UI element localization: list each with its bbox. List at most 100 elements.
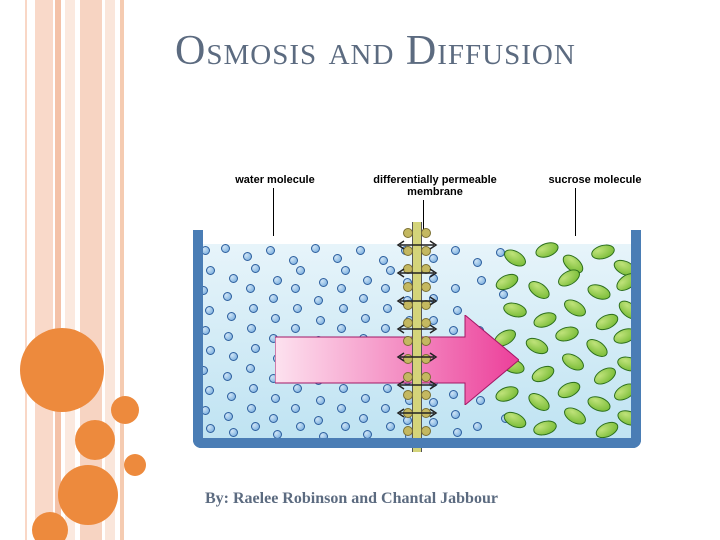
water-molecule	[205, 386, 214, 395]
water-molecule	[251, 344, 260, 353]
mini-arrow-icon	[394, 352, 440, 362]
water-molecule	[383, 304, 392, 313]
slide-title: Osmosis and Diffusion	[175, 28, 595, 75]
water-molecule	[337, 284, 346, 293]
mini-arrow-icon	[394, 408, 440, 418]
water-molecule	[227, 312, 236, 321]
mini-arrow-icon	[394, 240, 440, 250]
water-molecule	[269, 414, 278, 423]
water-molecule	[229, 352, 238, 361]
water-molecule	[229, 428, 238, 437]
water-molecule	[227, 392, 236, 401]
membrane-bead	[421, 228, 431, 238]
water-molecule	[249, 384, 258, 393]
mini-arrow-icon	[394, 268, 440, 278]
water-molecule	[363, 276, 372, 285]
water-molecule	[319, 278, 328, 287]
water-molecule	[339, 304, 348, 313]
membrane-bead	[403, 390, 413, 400]
water-molecule	[223, 372, 232, 381]
water-molecule	[381, 284, 390, 293]
water-molecule	[221, 244, 230, 253]
water-molecule	[251, 264, 260, 273]
stripe	[35, 0, 53, 540]
water-molecule	[477, 276, 486, 285]
water-molecule	[246, 364, 255, 373]
membrane-bead	[421, 282, 431, 292]
water-molecule	[341, 266, 350, 275]
water-molecule	[223, 292, 232, 301]
slide: Osmosis and Diffusion water molecule dif…	[0, 0, 720, 540]
water-molecule	[229, 274, 238, 283]
water-molecule	[311, 244, 320, 253]
water-molecule	[293, 304, 302, 313]
water-molecule	[269, 294, 278, 303]
label-membrane: differentially permeable membrane	[350, 174, 520, 198]
stripe	[105, 0, 115, 540]
water-molecule	[386, 422, 395, 431]
pointer-water	[273, 188, 274, 236]
water-molecule	[243, 252, 252, 261]
deco-circle	[75, 420, 115, 460]
water-molecule	[429, 254, 438, 263]
deco-circle	[111, 396, 139, 424]
membrane-bead	[403, 426, 413, 436]
membrane-bead	[421, 390, 431, 400]
water-molecule	[247, 404, 256, 413]
water-molecule	[273, 276, 282, 285]
deco-circle	[32, 512, 68, 540]
water-molecule	[451, 410, 460, 419]
mini-arrow-icon	[394, 380, 440, 390]
water-molecule	[249, 304, 258, 313]
water-molecule	[224, 332, 233, 341]
deco-circle	[124, 454, 146, 476]
water-molecule	[451, 284, 460, 293]
water-molecule	[314, 416, 323, 425]
water-molecule	[499, 290, 508, 299]
water-molecule	[224, 412, 233, 421]
water-molecule	[206, 346, 215, 355]
pointer-sucrose	[575, 188, 576, 236]
water-molecule	[206, 266, 215, 275]
membrane-bead	[403, 282, 413, 292]
water-molecule	[333, 254, 342, 263]
water-molecule	[473, 258, 482, 267]
membrane-bead	[421, 336, 431, 346]
stripe	[120, 0, 124, 540]
mini-arrow-icon	[394, 324, 440, 334]
water-molecule	[341, 422, 350, 431]
deco-circle	[20, 328, 104, 412]
water-molecule	[266, 246, 275, 255]
stripe	[55, 0, 61, 540]
water-molecule	[296, 422, 305, 431]
beaker-wall-right	[631, 230, 641, 448]
water-molecule	[205, 306, 214, 315]
water-molecule	[314, 296, 323, 305]
water-molecule	[359, 414, 368, 423]
membrane-bead	[421, 426, 431, 436]
label-water-molecule: water molecule	[220, 174, 330, 186]
deco-circle	[58, 465, 118, 525]
water-molecule	[429, 418, 438, 427]
water-molecule	[289, 256, 298, 265]
beaker-wall-bottom	[193, 438, 641, 448]
stripe	[65, 0, 75, 540]
water-molecule	[246, 284, 255, 293]
water-molecule	[359, 294, 368, 303]
osmosis-diagram: water molecule differentially permeable …	[155, 170, 665, 470]
water-molecule	[251, 422, 260, 431]
water-molecule	[453, 306, 462, 315]
water-molecule	[379, 256, 388, 265]
water-molecule	[453, 428, 462, 437]
label-sucrose-molecule: sucrose molecule	[535, 174, 655, 186]
mini-arrow-icon	[394, 296, 440, 306]
membrane-bead	[403, 228, 413, 238]
water-molecule	[296, 266, 305, 275]
water-molecule	[206, 424, 215, 433]
beaker	[193, 230, 641, 448]
water-molecule	[451, 246, 460, 255]
membrane-bead	[403, 336, 413, 346]
byline: By: Raelee Robinson and Chantal Jabbour	[205, 490, 498, 508]
water-molecule	[473, 422, 482, 431]
water-molecule	[247, 324, 256, 333]
